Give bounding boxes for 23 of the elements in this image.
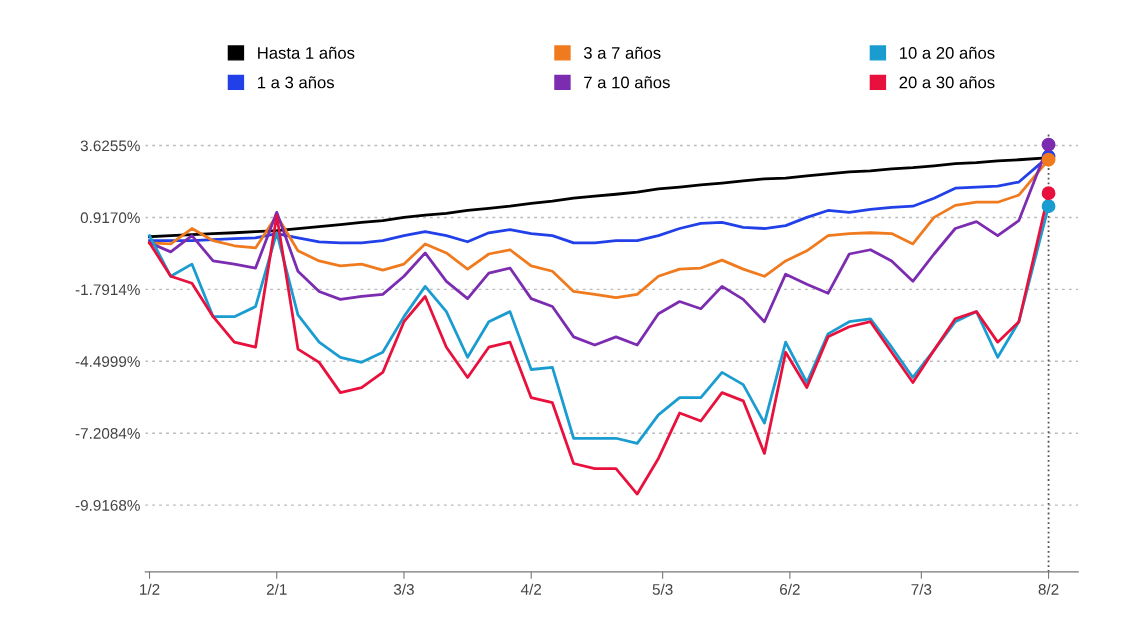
legend-label: 3 a 7 años bbox=[583, 46, 661, 59]
point bbox=[1041, 199, 1056, 214]
x-tick-label: 7/3 bbox=[911, 583, 932, 595]
x-tick-label: 4/2 bbox=[520, 583, 542, 595]
y-tick-label: 0.9170% bbox=[80, 212, 140, 224]
legend-label: 10 a 20 años bbox=[900, 46, 995, 59]
x-tick-label: 2/1 bbox=[266, 583, 287, 595]
x-tick-label: 8/2 bbox=[1038, 583, 1059, 595]
legend-label: 1 a 3 años bbox=[258, 76, 334, 89]
y-tick-label: -9.9168% bbox=[75, 499, 140, 511]
y-tick-label: -7.2084% bbox=[75, 428, 140, 439]
x-tick-label: 6/2 bbox=[780, 583, 800, 595]
legend-label: Hasta 1 años bbox=[258, 46, 355, 59]
point bbox=[1041, 137, 1056, 152]
x-tick-label: 5/3 bbox=[652, 583, 673, 595]
legend-label: 7 a 10 años bbox=[584, 76, 670, 89]
y-tick-label: -4.4999% bbox=[75, 356, 140, 367]
x-tick-label: 3/3 bbox=[393, 583, 414, 595]
y-tick-label: -1.7914% bbox=[75, 284, 140, 296]
point bbox=[1041, 186, 1056, 201]
y-tick-label: 3.6255% bbox=[80, 140, 140, 152]
x-tick-label: 1/2 bbox=[140, 583, 160, 595]
legend-label: 20 a 30 años bbox=[899, 76, 995, 89]
